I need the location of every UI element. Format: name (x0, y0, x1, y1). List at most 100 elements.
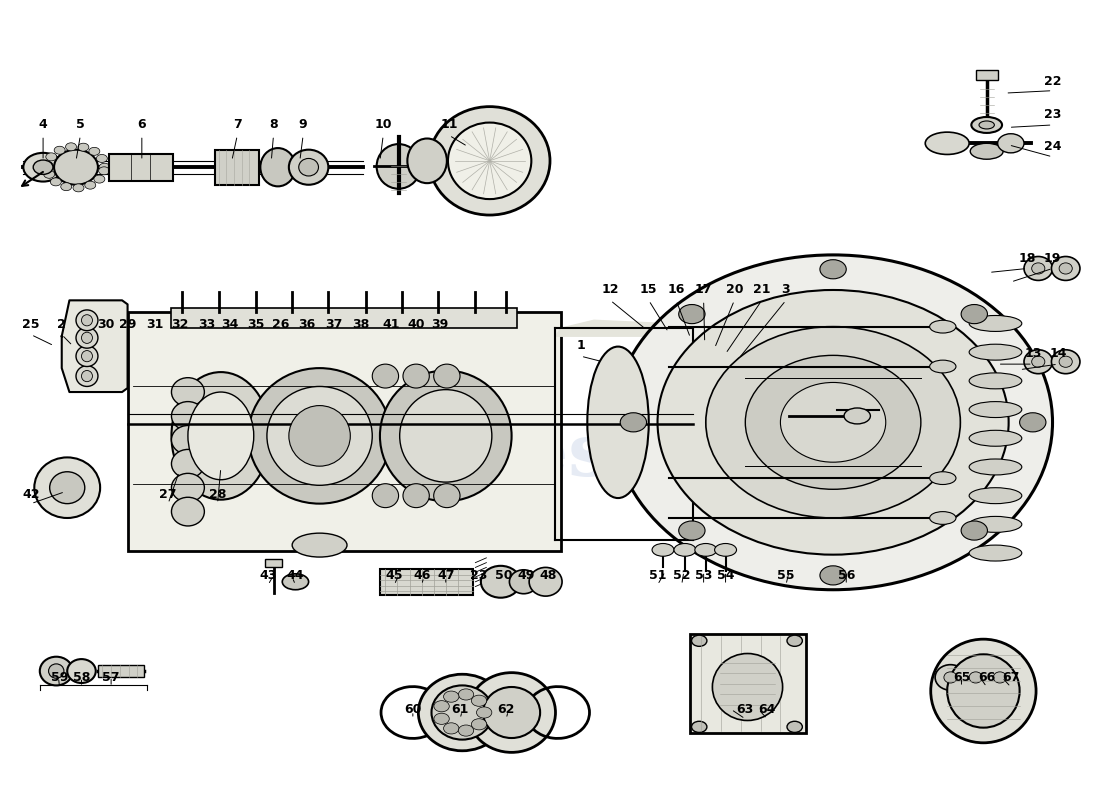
Ellipse shape (969, 459, 1022, 475)
Ellipse shape (587, 346, 649, 498)
Ellipse shape (44, 170, 55, 178)
Ellipse shape (1052, 257, 1080, 281)
Ellipse shape (433, 364, 460, 388)
Text: 43: 43 (260, 569, 277, 582)
Ellipse shape (299, 158, 319, 176)
Ellipse shape (403, 364, 429, 388)
Text: 13: 13 (1024, 347, 1042, 360)
Ellipse shape (652, 543, 674, 556)
Text: 47: 47 (437, 569, 454, 582)
Ellipse shape (1059, 263, 1072, 274)
Text: 5: 5 (76, 118, 85, 131)
Ellipse shape (658, 290, 1009, 554)
Ellipse shape (89, 147, 100, 155)
Ellipse shape (76, 346, 98, 366)
Ellipse shape (715, 543, 737, 556)
Text: 15: 15 (640, 283, 658, 297)
Ellipse shape (429, 106, 550, 215)
Ellipse shape (23, 153, 63, 182)
Ellipse shape (472, 695, 486, 706)
Ellipse shape (969, 344, 1022, 360)
Ellipse shape (820, 260, 846, 279)
Ellipse shape (33, 160, 53, 174)
Ellipse shape (970, 143, 1003, 159)
Ellipse shape (67, 659, 96, 683)
Ellipse shape (433, 484, 460, 508)
Ellipse shape (54, 146, 65, 154)
Ellipse shape (459, 725, 474, 736)
Text: 48: 48 (539, 569, 557, 582)
Ellipse shape (66, 143, 77, 150)
Ellipse shape (935, 665, 966, 690)
Ellipse shape (81, 314, 92, 326)
Polygon shape (556, 320, 693, 539)
Text: 60: 60 (404, 703, 421, 716)
Text: 51: 51 (649, 569, 667, 582)
Text: 30: 30 (97, 318, 114, 330)
Text: 39: 39 (431, 318, 449, 330)
Text: 8: 8 (270, 118, 278, 131)
Ellipse shape (76, 310, 98, 330)
Ellipse shape (73, 184, 84, 192)
Text: 28: 28 (209, 487, 227, 501)
Ellipse shape (679, 305, 705, 324)
Ellipse shape (692, 722, 707, 733)
Bar (691, 634, 805, 734)
Ellipse shape (188, 392, 254, 480)
Text: 56: 56 (837, 569, 855, 582)
Ellipse shape (34, 458, 100, 518)
Text: 52: 52 (673, 569, 691, 582)
Ellipse shape (50, 472, 85, 504)
Ellipse shape (78, 143, 89, 151)
Text: 54: 54 (717, 569, 735, 582)
Ellipse shape (85, 181, 96, 189)
Text: 11: 11 (440, 118, 458, 131)
Text: 46: 46 (412, 569, 430, 582)
Ellipse shape (433, 701, 449, 712)
Text: 23: 23 (470, 569, 487, 582)
Ellipse shape (283, 574, 309, 590)
Ellipse shape (172, 450, 205, 478)
Bar (109, 154, 173, 181)
Ellipse shape (54, 150, 98, 185)
Text: 49: 49 (517, 569, 535, 582)
Ellipse shape (969, 430, 1022, 446)
Text: 38: 38 (353, 318, 370, 330)
Ellipse shape (289, 150, 329, 185)
Text: 24: 24 (1044, 140, 1061, 153)
Ellipse shape (172, 372, 271, 500)
Ellipse shape (372, 484, 398, 508)
Ellipse shape (476, 707, 492, 718)
Ellipse shape (961, 521, 988, 540)
Text: 64: 64 (759, 703, 775, 716)
Bar (976, 70, 998, 79)
Ellipse shape (376, 144, 420, 189)
Text: 50: 50 (495, 569, 513, 582)
Ellipse shape (674, 543, 696, 556)
Text: 16: 16 (668, 283, 685, 297)
Ellipse shape (289, 406, 350, 466)
Ellipse shape (969, 402, 1022, 418)
Ellipse shape (969, 545, 1022, 561)
Ellipse shape (979, 121, 994, 129)
Ellipse shape (931, 639, 1036, 743)
Ellipse shape (944, 672, 957, 683)
Ellipse shape (844, 408, 870, 424)
Bar (216, 150, 260, 185)
Ellipse shape (1052, 350, 1080, 374)
Text: 2: 2 (57, 318, 66, 330)
Ellipse shape (930, 360, 956, 373)
Text: 41: 41 (382, 318, 399, 330)
Text: 45: 45 (385, 569, 403, 582)
Ellipse shape (51, 178, 62, 186)
Ellipse shape (459, 689, 474, 700)
Text: 58: 58 (73, 671, 90, 684)
Text: 9: 9 (299, 118, 307, 131)
Text: 6: 6 (138, 118, 146, 131)
Text: 31: 31 (146, 318, 164, 330)
Text: 22: 22 (1044, 74, 1061, 88)
Ellipse shape (379, 370, 512, 502)
Text: 61: 61 (451, 703, 469, 716)
Polygon shape (62, 300, 128, 392)
Ellipse shape (249, 368, 390, 504)
